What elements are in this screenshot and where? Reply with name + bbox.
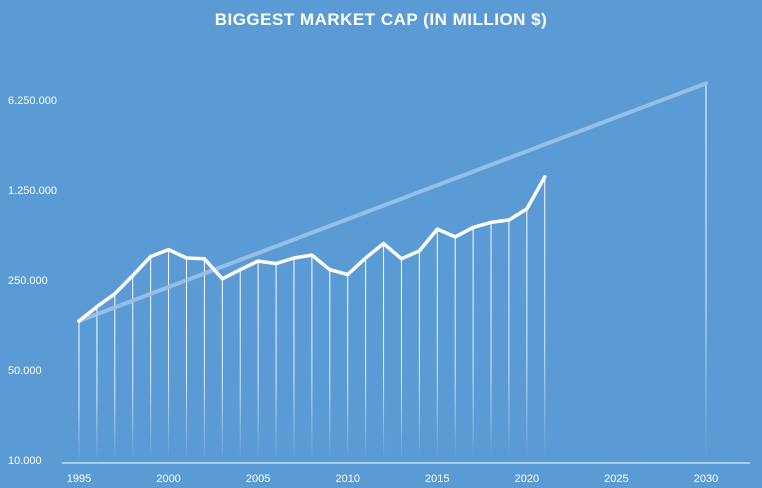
drop-line [383,243,385,460]
trend-line [77,81,708,324]
y-tick-label: 250.000 [8,275,48,287]
drop-line [275,263,277,460]
drop-line [400,258,402,460]
x-tick-label: 2030 [694,473,718,485]
x-tick-label: 2000 [156,473,180,485]
x-axis-ticks: 1995 2000 2005 2010 2015 2020 2025 2030 [67,473,718,485]
drop-line [508,220,510,460]
series-line-market-cap [77,175,547,323]
y-tick-label: 50.000 [8,365,42,377]
x-tick-label: 2010 [335,473,359,485]
drop-line [472,227,474,460]
drop-line [436,229,438,460]
drop-line [78,321,80,460]
drop-line [365,258,367,460]
drop-line [185,258,187,460]
drop-line [203,258,205,460]
y-axis-ticks: 10.000 50.000 250.000 1.250.000 6.250.000 [8,95,57,467]
y-tick-label: 1.250.000 [8,185,57,197]
drop-line [490,222,492,460]
drop-line [96,306,98,460]
x-tick-label: 2025 [604,473,628,485]
series-layer [77,175,547,323]
x-tick-label: 2020 [515,473,539,485]
drop-line [257,261,259,460]
drop-line [293,258,295,460]
y-tick-label: 10.000 [8,455,42,467]
drop-line [150,256,152,460]
drop-line [239,269,241,460]
drop-line [114,293,116,460]
drop-lines [78,83,707,460]
drop-line [329,269,331,460]
trend-layer [77,81,708,324]
x-tick-label: 1995 [67,473,91,485]
drop-line [221,278,223,460]
x-tick-label: 2005 [246,473,270,485]
drop-line [526,208,528,460]
y-tick-label: 6.250.000 [8,95,57,107]
drop-line [168,249,170,460]
x-tick-label: 2015 [425,473,449,485]
drop-line [454,236,456,460]
chart-title: BIGGEST MARKET CAP (IN MILLION $) [215,10,548,29]
drop-line [132,275,134,460]
drop-line [347,274,349,460]
drop-line [311,255,313,460]
drop-line [544,176,546,460]
trend-drop-line [705,83,707,460]
drop-line [418,250,420,460]
